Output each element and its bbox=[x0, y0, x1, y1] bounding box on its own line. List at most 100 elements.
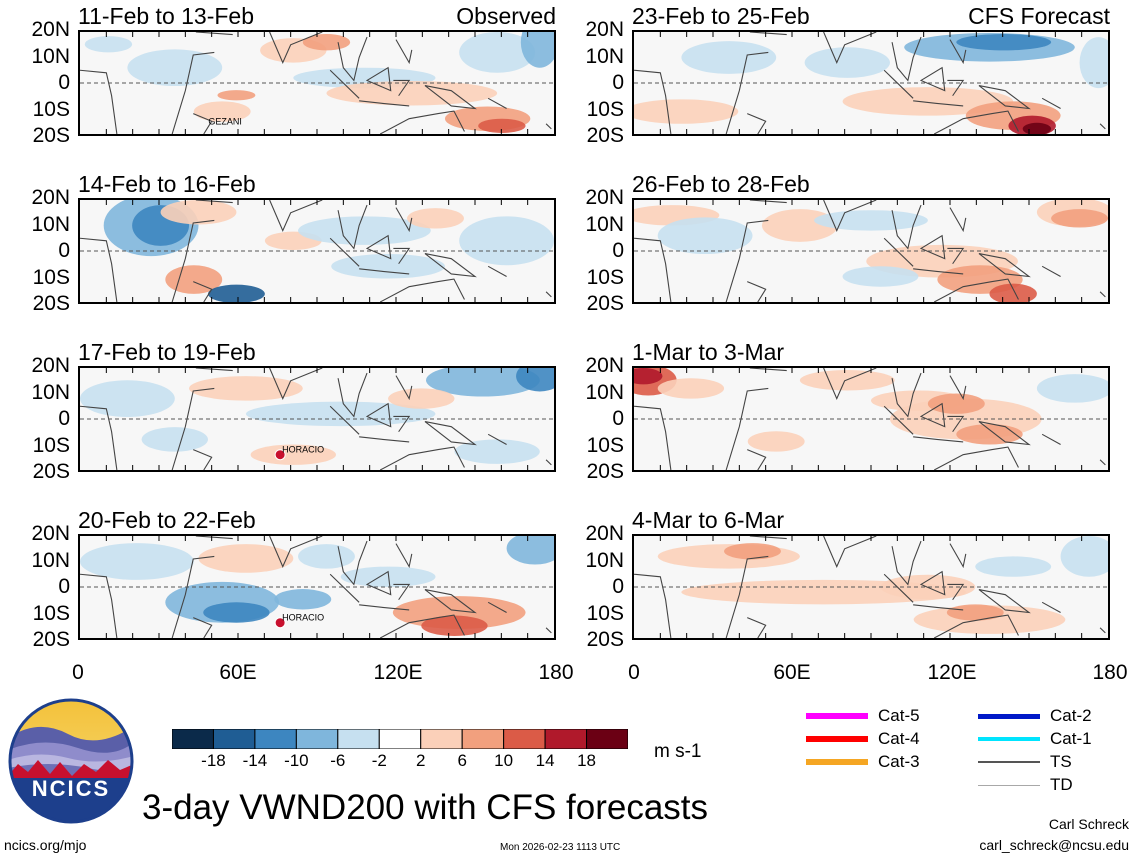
y-tick-label: 0 bbox=[612, 71, 624, 94]
colorbar-swatch bbox=[212, 728, 256, 750]
wind-anomaly-patch bbox=[1051, 209, 1108, 228]
map-panel: HORACIO bbox=[78, 366, 556, 472]
map-panel bbox=[632, 30, 1110, 136]
colorbar bbox=[171, 728, 629, 750]
wind-anomaly-patch bbox=[127, 49, 223, 87]
y-tick-label: 20N bbox=[31, 186, 70, 209]
coastline bbox=[634, 368, 1106, 470]
heatmap-field: GEZANI bbox=[80, 32, 554, 134]
wind-anomaly-patch bbox=[520, 32, 554, 68]
wind-anomaly-patch bbox=[84, 36, 133, 53]
coastline bbox=[80, 536, 552, 638]
storm-legend-label: Cat-2 bbox=[1050, 706, 1092, 725]
panel-title: 20-Feb to 22-Feb bbox=[78, 507, 256, 533]
wind-anomaly-patch bbox=[189, 376, 303, 401]
footer-email[interactable]: carl_schreck@ncsu.edu bbox=[979, 837, 1129, 853]
storm-legend-label: TS bbox=[1050, 752, 1072, 771]
footer-timestamp: Mon 2026-02-23 1113 UTC bbox=[500, 842, 621, 853]
y-tick-label: 10S bbox=[586, 97, 624, 121]
y-tick-label: 20N bbox=[31, 18, 70, 41]
wind-anomaly-patch bbox=[426, 368, 540, 397]
wind-anomaly-patch bbox=[724, 543, 781, 560]
panel-title: 14-Feb to 16-Feb bbox=[78, 171, 256, 197]
storm-marker bbox=[274, 617, 286, 629]
colorbar-label: -2 bbox=[371, 751, 387, 770]
heatmap-field: HORACIO bbox=[80, 368, 554, 470]
colorbar-swatches bbox=[171, 728, 629, 750]
footer-url[interactable]: ncics.org/mjo bbox=[4, 837, 87, 853]
colorbar-label: 6 bbox=[457, 751, 467, 770]
heatmap-field bbox=[80, 200, 554, 302]
storm-legend-line bbox=[978, 784, 1040, 786]
wind-anomaly-patch bbox=[421, 615, 488, 636]
wind-anomaly-patch bbox=[340, 566, 436, 587]
footer-author: Carl Schreck bbox=[1048, 816, 1129, 832]
colorbar-label: -10 bbox=[284, 751, 309, 770]
colorbar-swatch bbox=[295, 728, 339, 750]
colorbar-label: -6 bbox=[330, 751, 346, 770]
colorbar-swatch bbox=[503, 728, 546, 750]
wind-anomaly-patch bbox=[975, 556, 1052, 577]
panel-tag: Observed bbox=[456, 3, 556, 29]
wind-anomaly-patch bbox=[804, 47, 890, 78]
storm-legend-label: Cat-5 bbox=[878, 706, 920, 725]
wind-anomaly-patch bbox=[298, 544, 355, 569]
map-panel bbox=[78, 198, 556, 304]
wind-anomaly-patch bbox=[506, 536, 554, 565]
colorbar-label: -14 bbox=[242, 751, 268, 770]
coastline bbox=[80, 32, 552, 134]
wind-anomaly-patch bbox=[747, 431, 805, 452]
y-tick-label: 10S bbox=[586, 433, 624, 457]
wind-anomaly-patch bbox=[165, 265, 223, 294]
panel-title: 11-Feb to 13-Feb bbox=[78, 3, 255, 29]
y-tick-label: 10N bbox=[31, 212, 70, 236]
colorbar-label: 18 bbox=[577, 751, 596, 770]
panel-title: 1-Mar to 3-Mar bbox=[632, 339, 785, 365]
wind-anomaly-patch bbox=[388, 388, 455, 409]
wind-anomaly-patch bbox=[203, 602, 270, 623]
x-tick-label: 60E bbox=[219, 661, 257, 684]
ncics-logo: NCICS bbox=[8, 698, 134, 824]
storm-label: GEZANI bbox=[208, 116, 242, 126]
wind-anomaly-patch bbox=[326, 80, 498, 106]
storm-marker bbox=[274, 449, 286, 461]
main-title: 3-day VWND200 with CFS forecasts bbox=[142, 788, 709, 827]
storm-legend-label: Cat-3 bbox=[878, 752, 920, 771]
wind-anomaly-patch bbox=[814, 210, 928, 231]
wind-anomaly-patch bbox=[989, 283, 1037, 302]
y-tick-label: 20N bbox=[585, 18, 624, 41]
coastline bbox=[634, 32, 1106, 134]
y-tick-label: 20N bbox=[31, 522, 70, 545]
wind-anomaly-patch bbox=[956, 34, 1052, 51]
wind-anomaly-patch bbox=[1022, 122, 1052, 134]
coastline bbox=[80, 200, 552, 302]
wind-anomaly-patch bbox=[459, 216, 554, 266]
wind-anomaly-patch bbox=[681, 41, 777, 74]
y-tick-label: 20S bbox=[586, 292, 624, 315]
wind-anomaly-patch bbox=[478, 118, 526, 133]
wind-anomaly-patch bbox=[1079, 37, 1108, 89]
panel-title: 23-Feb to 25-Feb bbox=[632, 3, 810, 29]
y-tick-label: 10S bbox=[32, 433, 70, 457]
wind-anomaly-patch bbox=[1060, 536, 1108, 577]
wind-anomaly-patch bbox=[198, 544, 294, 573]
x-tick-label: 60E bbox=[773, 661, 811, 684]
map-panel bbox=[632, 198, 1110, 304]
storm-legend-label: Cat-4 bbox=[878, 729, 920, 748]
y-tick-label: 20N bbox=[585, 354, 624, 377]
y-tick-label: 10N bbox=[585, 548, 624, 572]
wind-anomaly-patch bbox=[331, 254, 445, 279]
wind-anomaly-patch bbox=[842, 87, 1014, 116]
y-tick-label: 20N bbox=[585, 522, 624, 545]
coastline bbox=[634, 200, 1106, 302]
colorbar-swatch bbox=[544, 728, 588, 750]
y-tick-label: 10N bbox=[585, 380, 624, 404]
y-tick-label: 20S bbox=[586, 124, 624, 147]
y-tick-label: 10S bbox=[32, 601, 70, 625]
coastline bbox=[80, 368, 552, 470]
wind-anomaly-patch bbox=[956, 424, 1023, 445]
wind-anomaly-patch bbox=[634, 368, 663, 385]
storm-legend-item: Cat-2 bbox=[978, 706, 1092, 726]
x-tick-label: 180 bbox=[538, 661, 574, 684]
y-tick-label: 10S bbox=[586, 265, 624, 289]
